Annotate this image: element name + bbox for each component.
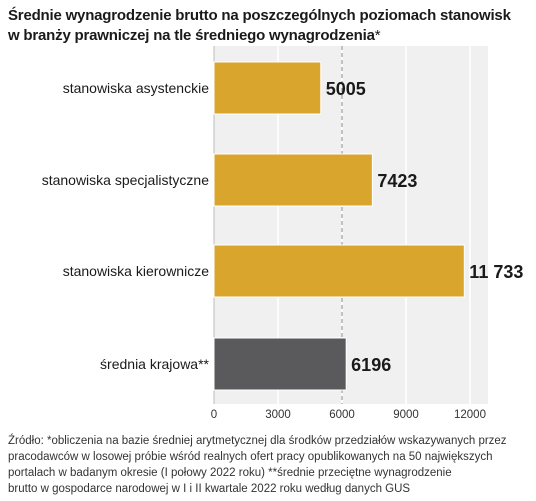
category-label: średnia krajowa**: [100, 356, 209, 372]
source-note-line-4: brutto w gospodarce narodowej w I i II k…: [8, 483, 411, 495]
chart-title-line-2-text: w branży prawniczej na tle średniego wyn…: [8, 27, 375, 44]
value-label: 11 733: [469, 262, 523, 282]
x-tick-label: 12000: [454, 409, 486, 421]
bar: [213, 337, 347, 391]
source-note: Źródło: *obliczenia na bazie średniej ar…: [8, 433, 528, 497]
x-tick-label: 0: [211, 409, 217, 421]
source-note-line-2: pracodawców w losowej próbie wśród realn…: [8, 451, 493, 463]
chart-title-line-1: Średnie wynagrodzenie brutto na poszczeg…: [8, 7, 511, 24]
chart-title: Średnie wynagrodzenie brutto na poszczeg…: [8, 6, 528, 46]
bar: [213, 244, 465, 298]
x-tick-label: 9000: [393, 409, 419, 421]
bars: [213, 61, 465, 391]
bar: [213, 61, 322, 115]
x-axis-tick-labels: 0 3000 6000 9000 12000: [211, 409, 486, 421]
value-labels: 5005 7423 11 733 6196: [326, 79, 524, 375]
bar-chart: stanowiska asystenckie stanowiska specjal…: [42, 46, 524, 421]
bar: [213, 153, 373, 207]
chart-title-marker: *: [374, 27, 381, 44]
x-tick-label: 3000: [265, 409, 291, 421]
x-tick-label: 6000: [329, 409, 355, 421]
source-note-line-3: portalach w badanym okresie (I połowy 20…: [8, 467, 452, 479]
chart-title-line-2: w branży prawniczej na tle średniego wyn…: [8, 26, 528, 46]
category-label: stanowiska specjalistyczne: [42, 172, 210, 188]
value-label: 5005: [326, 79, 366, 99]
category-label: stanowiska asystenckie: [63, 80, 210, 96]
value-label: 6196: [351, 355, 391, 375]
category-labels: stanowiska asystenckie stanowiska specjal…: [42, 80, 210, 372]
category-label: stanowiska kierownicze: [63, 263, 209, 279]
source-note-line-1: Źródło: *obliczenia na bazie średniej ar…: [8, 435, 507, 447]
value-label: 7423: [377, 171, 417, 191]
